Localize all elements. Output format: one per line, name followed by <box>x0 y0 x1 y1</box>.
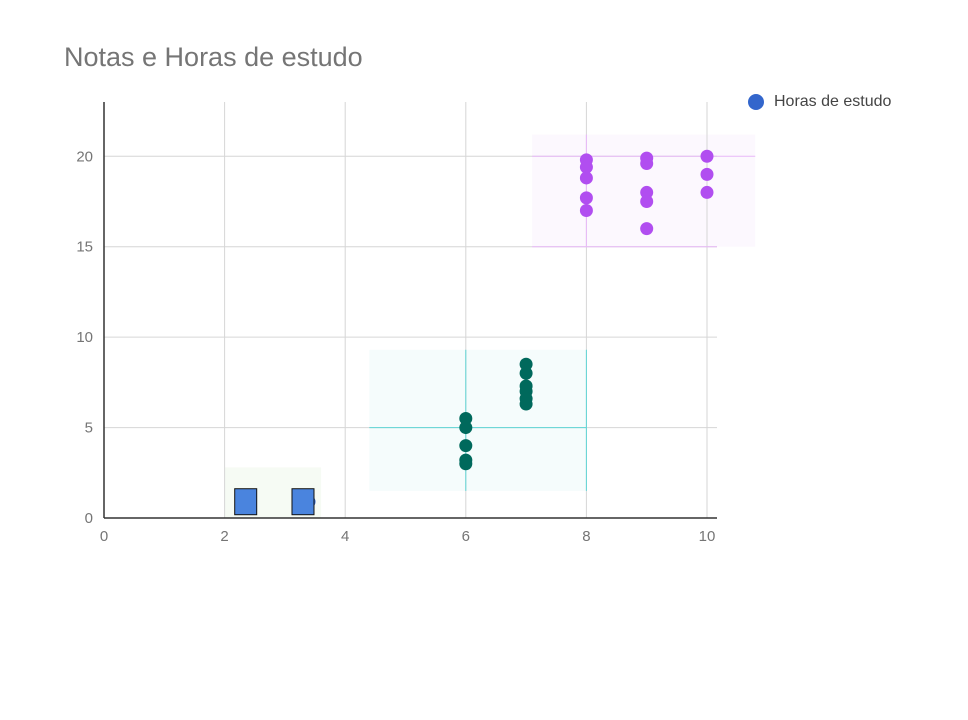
data-point-s2-4 <box>579 204 593 218</box>
data-point-s2-7 <box>640 185 654 199</box>
y-tick-label: 10 <box>76 329 93 346</box>
y-tick-label: 15 <box>76 239 93 256</box>
x-tick-label: 10 <box>699 528 716 545</box>
y-tick-label: 0 <box>85 510 93 527</box>
data-point-s2-12 <box>700 185 714 199</box>
legend-swatch <box>748 94 764 110</box>
data-point-s1-2 <box>459 439 473 453</box>
chart-title: Notas e Horas de estudo <box>64 42 363 72</box>
legend-label-horas-de-estudo: Horas de estudo <box>774 93 892 110</box>
data-point-s2-9 <box>640 222 654 236</box>
tick-labels: 0 2 4 6 8 10 0 5 10 15 20 <box>76 148 715 545</box>
y-tick-label: 5 <box>85 420 93 437</box>
cluster-boxes <box>224 134 756 518</box>
x-tick-label: 4 <box>341 528 349 545</box>
data-point-s2-11 <box>700 167 714 181</box>
square-marker-0 <box>234 488 258 516</box>
data-point-s2-6 <box>640 156 654 170</box>
data-point-s1-10 <box>519 397 533 411</box>
x-tick-label: 8 <box>582 528 590 545</box>
x-tick-label: 6 <box>462 528 470 545</box>
square-markers <box>234 488 315 516</box>
data-point-s1-4 <box>459 457 473 471</box>
axes <box>103 102 717 519</box>
data-point-s2-10 <box>700 149 714 163</box>
data-point-s2-2 <box>579 171 593 185</box>
data-point-s2-8 <box>640 194 654 208</box>
y-tick-label: 20 <box>76 148 93 165</box>
cluster-box-1 <box>369 349 587 491</box>
data-point-s1-5 <box>519 357 533 371</box>
data-point-s1-0 <box>459 412 473 426</box>
legend[interactable]: Horas de estudo <box>748 92 891 112</box>
x-tick-label: 2 <box>220 528 228 545</box>
data-point-s1-6 <box>519 366 533 380</box>
data-point-s1-1 <box>459 421 473 435</box>
square-marker-1 <box>291 488 315 516</box>
data-point-s2-3 <box>579 191 593 205</box>
data-point-s2-1 <box>579 160 593 174</box>
x-tick-label: 0 <box>100 528 108 545</box>
